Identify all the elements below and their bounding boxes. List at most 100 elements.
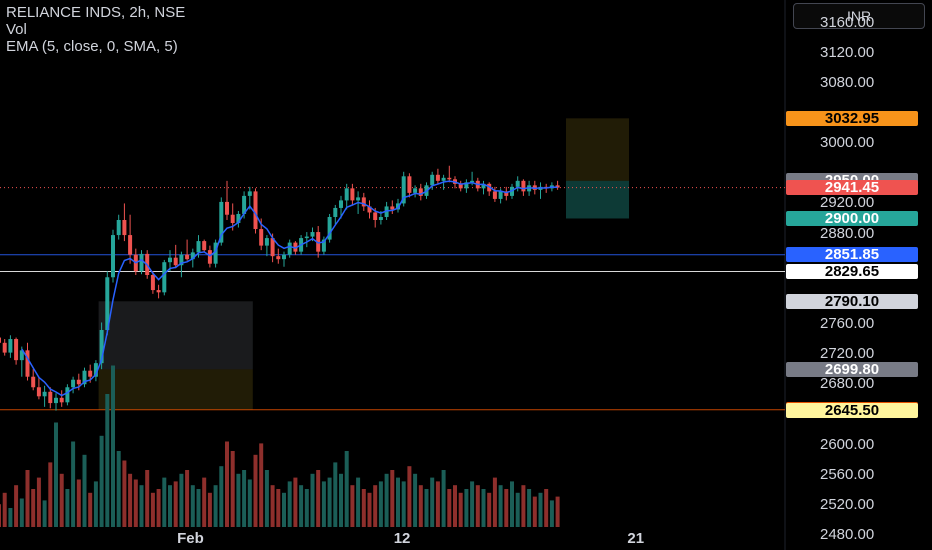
candle-body[interactable]: [316, 232, 321, 252]
candle-body[interactable]: [225, 201, 229, 215]
candle-body[interactable]: [76, 379, 81, 385]
zone-0[interactable]: [98, 301, 253, 370]
candle-body[interactable]: [356, 197, 361, 201]
candle-body[interactable]: [247, 191, 252, 196]
candle-body[interactable]: [464, 182, 469, 189]
candle-body[interactable]: [521, 180, 526, 192]
candle-body[interactable]: [498, 191, 503, 199]
candle-body[interactable]: [264, 238, 269, 246]
candle-body[interactable]: [48, 391, 53, 404]
candle-body[interactable]: [304, 236, 309, 239]
candle-body[interactable]: [555, 185, 560, 188]
candle-body[interactable]: [242, 195, 247, 214]
price-badge[interactable]: 2900.00: [786, 210, 918, 226]
candle-body[interactable]: [202, 241, 207, 251]
candle-body[interactable]: [481, 183, 486, 189]
candle-body[interactable]: [401, 176, 406, 204]
candle-body[interactable]: [470, 180, 475, 183]
candle-body[interactable]: [150, 275, 155, 291]
price-badge[interactable]: 2851.85: [786, 247, 918, 263]
candle-body[interactable]: [430, 174, 435, 186]
candle-body[interactable]: [287, 242, 292, 255]
candle-body[interactable]: [321, 239, 326, 252]
volume-indicator-label[interactable]: Vol: [6, 21, 27, 38]
candle-body[interactable]: [373, 212, 378, 220]
candle-body[interactable]: [344, 188, 349, 201]
candle-body[interactable]: [36, 387, 41, 397]
candle-body[interactable]: [253, 191, 258, 230]
candle-body[interactable]: [173, 257, 178, 266]
candle-body[interactable]: [82, 370, 87, 385]
candle-body[interactable]: [367, 206, 372, 213]
candle-body[interactable]: [196, 241, 201, 253]
candle-body[interactable]: [54, 397, 58, 404]
candle-body[interactable]: [378, 216, 383, 220]
candle-body[interactable]: [259, 229, 264, 246]
candle-body[interactable]: [213, 242, 218, 264]
candle-body[interactable]: [458, 183, 463, 189]
candle-body[interactable]: [42, 391, 47, 397]
candle-body[interactable]: [441, 177, 446, 181]
price-badge[interactable]: 2829.65: [786, 263, 918, 279]
candle-body[interactable]: [219, 201, 224, 243]
zone-3[interactable]: [566, 180, 629, 219]
candle-body[interactable]: [8, 339, 13, 353]
candle-body[interactable]: [384, 206, 389, 217]
candle-body[interactable]: [156, 290, 161, 293]
candle-body[interactable]: [99, 330, 104, 364]
candle-body[interactable]: [532, 185, 537, 190]
candle-body[interactable]: [293, 242, 298, 252]
candle-body[interactable]: [185, 254, 190, 260]
price-badge[interactable]: 3032.95: [786, 110, 918, 126]
candle-body[interactable]: [350, 188, 355, 201]
candle-body[interactable]: [122, 220, 127, 236]
candle-body[interactable]: [407, 176, 412, 193]
candle-body[interactable]: [282, 254, 286, 260]
candle-body[interactable]: [515, 180, 520, 187]
candle-body[interactable]: [413, 188, 418, 193]
candle-body[interactable]: [230, 214, 235, 224]
candle-body[interactable]: [25, 350, 30, 377]
candle-body[interactable]: [390, 206, 395, 210]
candle-body[interactable]: [105, 277, 110, 330]
candle-body[interactable]: [327, 216, 332, 240]
candle-body[interactable]: [492, 191, 497, 199]
candle-body[interactable]: [19, 350, 24, 361]
candle-body[interactable]: [168, 257, 172, 263]
symbol-title[interactable]: RELIANCE INDS, 2h, NSE: [6, 4, 186, 21]
candle-body[interactable]: [435, 174, 440, 181]
candle-body[interactable]: [59, 397, 64, 403]
candle-body[interactable]: [447, 177, 452, 180]
candle-body[interactable]: [207, 250, 212, 264]
candle-body[interactable]: [179, 254, 184, 266]
candle-body[interactable]: [88, 370, 93, 377]
candle-body[interactable]: [270, 238, 275, 257]
candle-body[interactable]: [361, 197, 366, 207]
candle-body[interactable]: [128, 235, 133, 255]
candle-body[interactable]: [0, 337, 1, 343]
price-badge[interactable]: 2699.80: [786, 361, 918, 377]
candle-body[interactable]: [2, 342, 7, 353]
candle-body[interactable]: [339, 200, 343, 208]
candle-body[interactable]: [418, 188, 423, 196]
candle-body[interactable]: [116, 220, 121, 236]
candle-body[interactable]: [333, 207, 338, 217]
zone-2[interactable]: [566, 118, 629, 181]
candle-body[interactable]: [236, 213, 241, 224]
price-badge[interactable]: 2645.50: [786, 402, 918, 418]
price-badge[interactable]: 2941.45: [786, 179, 918, 195]
price-badge[interactable]: 2790.10: [786, 293, 918, 309]
candle-body[interactable]: [162, 262, 167, 293]
ema-line[interactable]: [21, 180, 558, 397]
candle-body[interactable]: [139, 253, 144, 272]
candle-body[interactable]: [65, 387, 70, 403]
candle-body[interactable]: [31, 376, 36, 388]
candle-body[interactable]: [310, 232, 315, 237]
candle-body[interactable]: [504, 191, 509, 196]
currency-button[interactable]: INR: [793, 3, 925, 29]
candle-body[interactable]: [93, 363, 98, 377]
zone-1[interactable]: [98, 369, 253, 410]
candle-body[interactable]: [396, 203, 400, 210]
candle-body[interactable]: [71, 379, 76, 388]
